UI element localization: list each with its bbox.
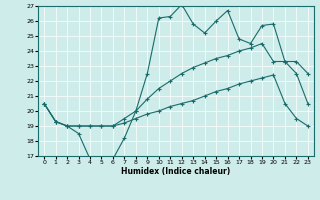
X-axis label: Humidex (Indice chaleur): Humidex (Indice chaleur)	[121, 167, 231, 176]
